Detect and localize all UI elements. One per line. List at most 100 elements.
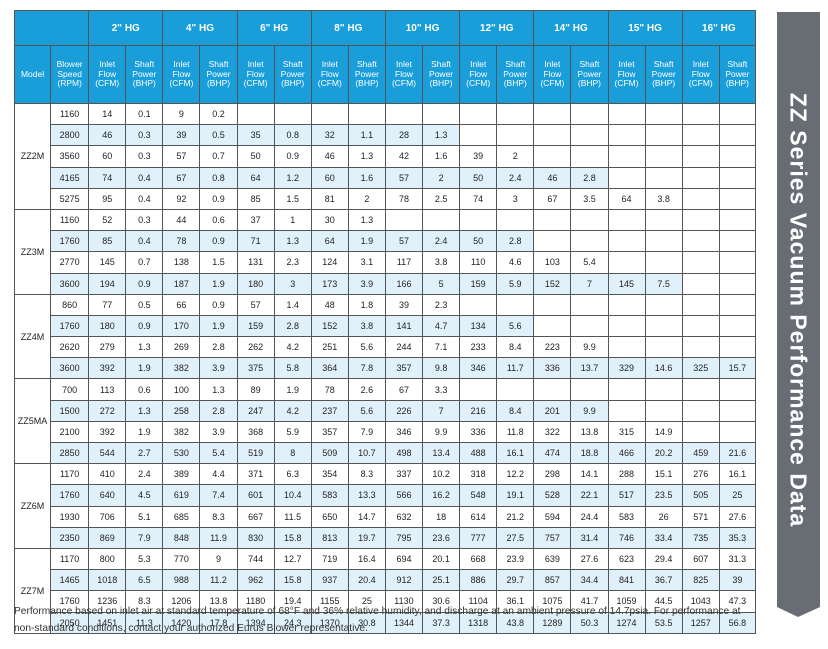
shaft-power-cell: 7.9: [125, 526, 164, 549]
shaft-power-cell: 18: [422, 505, 461, 528]
inlet-flow-cell: 357: [384, 357, 424, 380]
inlet-flow-cell: 795: [384, 526, 424, 549]
shaft-power-cell: 1.3: [422, 124, 461, 147]
inlet-flow-cell: 39: [162, 124, 201, 147]
inlet-flow-cell: 37: [236, 208, 275, 232]
inlet-flow-cell: [681, 102, 720, 126]
inlet-flow-cell: [459, 208, 498, 232]
shaft-power-cell: 6.3: [273, 463, 312, 486]
inlet-flow-cell: 32: [310, 124, 349, 147]
shaft-power-cell: 3.5: [570, 187, 609, 210]
shaft-power-cell: [422, 208, 461, 232]
vacuum-level-header: 10" HG: [384, 10, 461, 46]
inlet-flow-cell: 52: [88, 208, 127, 232]
table-row: 4165 74 0.4 67 0.8 64 1.2 60 1.6 57 2 50 2.4 46 2.8: [15, 166, 757, 189]
inlet-flow-cell: 110: [459, 251, 498, 274]
shaft-power-cell: 15.8: [273, 526, 312, 549]
inlet-flow-cell: [533, 102, 572, 126]
shaft-power-cell: [718, 251, 757, 274]
inlet-flow-cell: 64: [310, 230, 349, 253]
inlet-flow-cell: 886: [459, 569, 498, 592]
inlet-flow-cell: 619: [162, 484, 201, 507]
shaft-power-header: Shaft Power (BHP): [644, 45, 683, 104]
inlet-flow-cell: 77: [88, 293, 127, 316]
shaft-power-cell: 27.5: [496, 526, 535, 549]
shaft-power-cell: [644, 208, 683, 232]
inlet-flow-cell: 78: [384, 187, 424, 210]
inlet-flow-cell: [681, 208, 720, 232]
table-row: 2850 544 2.7 530 5.4 519 8 509 10.7 498 13.4 488 16.…: [15, 441, 757, 465]
table-row: ZZ3M 1160 52 0.3 44 0.6 37 1 30 1.3: [13, 208, 757, 295]
inlet-flow-cell: 64: [607, 187, 646, 210]
shaft-power-cell: [718, 145, 757, 168]
shaft-power-cell: 0.5: [125, 293, 164, 316]
inlet-flow-cell: 50: [459, 230, 498, 253]
table-row: ZZ6M 1170 410 2.4 389 4.4 371 6.3 354 8.3 337 10.2 3…: [13, 463, 757, 549]
inlet-flow-cell: 735: [681, 526, 720, 549]
shaft-power-cell: 16.1: [496, 441, 535, 465]
inlet-flow-cell: 548: [459, 484, 498, 507]
inlet-flow-cell: 85: [236, 187, 275, 210]
shaft-power-cell: 2: [496, 145, 535, 168]
inlet-flow-cell: [384, 102, 424, 126]
table-row: 1760 85 0.4 78 0.9 71 1.3 64 1.9 57 2.4 50 2.8: [15, 230, 757, 253]
shaft-power-cell: [570, 124, 609, 147]
inlet-flow-cell: [533, 314, 572, 338]
shaft-power-cell: 2.4: [125, 463, 164, 486]
inlet-flow-cell: 392: [88, 420, 127, 444]
inlet-flow-cell: 103: [533, 251, 572, 274]
inlet-flow-cell: 170: [162, 314, 201, 338]
inlet-flow-cell: 262: [236, 336, 275, 359]
shaft-power-cell: 2: [422, 166, 461, 189]
inlet-flow-cell: 706: [88, 505, 127, 528]
inlet-flow-cell: 1274: [607, 611, 646, 634]
shaft-power-cell: [347, 102, 386, 126]
shaft-power-cell: 36.7: [644, 569, 683, 592]
inlet-flow-cell: 145: [88, 251, 127, 274]
inlet-flow-cell: [459, 124, 498, 147]
shaft-power-cell: 0.6: [125, 378, 164, 401]
inlet-flow-cell: 869: [88, 526, 127, 549]
inlet-flow-cell: 89: [236, 378, 275, 401]
shaft-power-cell: 2.7: [125, 441, 164, 465]
shaft-power-cell: 2.3: [422, 293, 461, 316]
shaft-power-header: Shaft Power (BHP): [273, 45, 312, 104]
inlet-flow-cell: 364: [310, 357, 349, 380]
shaft-power-cell: 0.9: [199, 187, 238, 210]
shaft-power-cell: 34.4: [570, 569, 609, 592]
shaft-power-cell: 29.4: [644, 547, 683, 571]
inlet-flow-cell: 258: [162, 399, 201, 422]
shaft-power-cell: 43.8: [496, 611, 535, 634]
inlet-flow-cell: 336: [459, 420, 498, 444]
shaft-power-cell: 4.6: [496, 251, 535, 274]
shaft-power-cell: 4.4: [199, 463, 238, 486]
shaft-power-cell: 1.3: [347, 145, 386, 168]
inlet-flow-cell: 251: [310, 336, 349, 359]
shaft-power-header: Shaft Power (BHP): [347, 45, 386, 104]
shaft-power-cell: 0.9: [273, 145, 312, 168]
shaft-power-cell: 3.9: [199, 357, 238, 380]
shaft-power-cell: 3.9: [347, 272, 386, 295]
inlet-flow-cell: 322: [533, 420, 572, 444]
inlet-flow-cell: 1420: [162, 611, 201, 634]
inlet-flow-cell: 117: [384, 251, 424, 274]
shaft-power-cell: 2.6: [347, 378, 386, 401]
table-row: 2100 392 1.9 382 3.9 368 5.9 357 7.9 346 9.9 336 11.…: [15, 420, 757, 444]
shaft-power-cell: 0.8: [199, 166, 238, 189]
inlet-flow-cell: 583: [310, 484, 349, 507]
shaft-power-cell: 1.9: [125, 420, 164, 444]
inlet-flow-cell: 44: [162, 208, 201, 232]
table-row: 1760 1236 8.3 1206 13.8 1180 19.4 1155 25 1130 30.…: [15, 590, 757, 613]
inlet-flow-cell: [607, 124, 646, 147]
inlet-flow-cell: 269: [162, 336, 201, 359]
inlet-flow-cell: 64: [236, 166, 275, 189]
shaft-power-cell: 12.2: [496, 463, 535, 486]
rpm-cell: 3600: [50, 357, 90, 380]
rpm-cell: 1160: [50, 208, 90, 232]
rpm-cell: 1170: [50, 547, 90, 571]
rpm-cell: 2050: [50, 611, 90, 634]
inlet-flow-header: Inlet Flow (CFM): [236, 45, 275, 104]
table-row: 1930 706 5.1 685 8.3 667 11.5 650 14.7 632 18 614 21…: [15, 505, 757, 528]
shaft-power-cell: [644, 145, 683, 168]
inlet-flow-cell: 131: [236, 251, 275, 274]
